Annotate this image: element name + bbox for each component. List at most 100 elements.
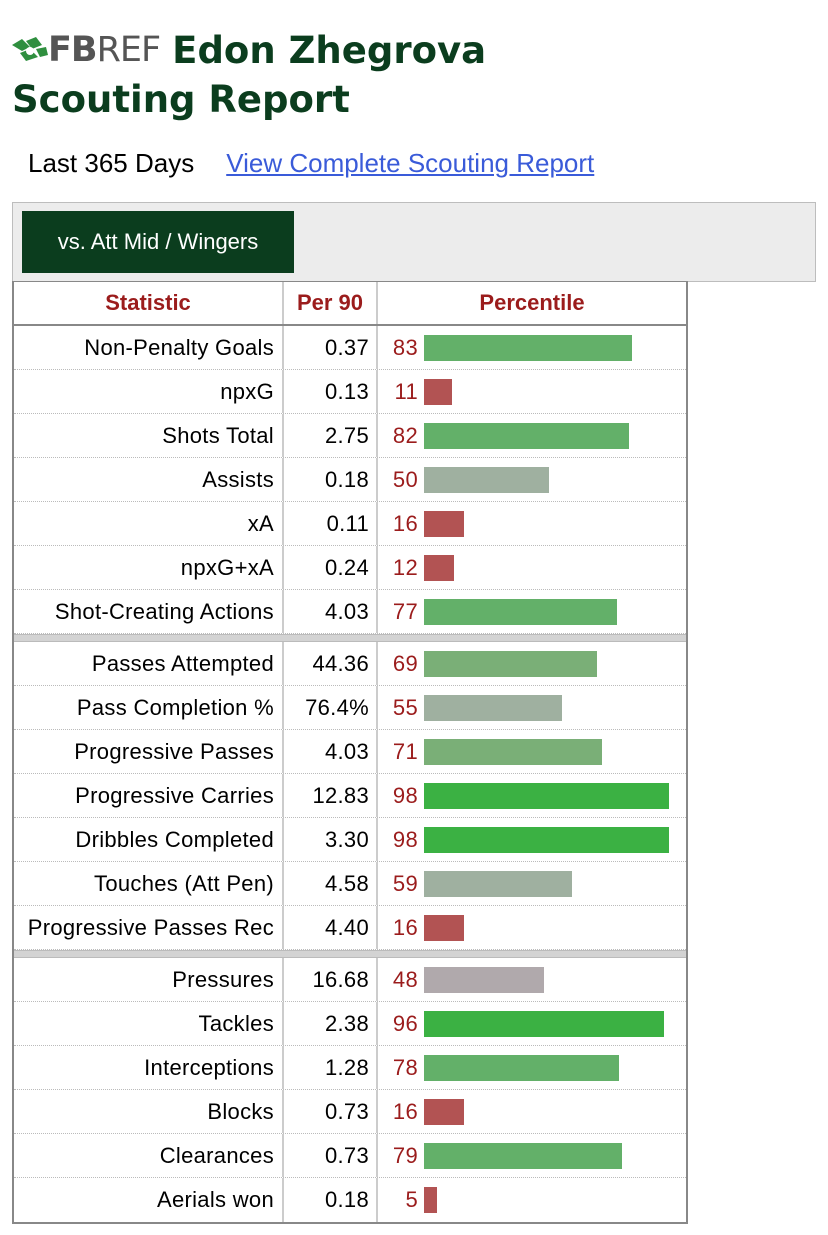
table-row: Dribbles Completed 3.30 98 <box>14 818 686 862</box>
percentile-bar-track <box>424 870 674 897</box>
percentile-bar-track <box>424 966 674 993</box>
table-row: Blocks 0.73 16 <box>14 1090 686 1134</box>
percentile-bar-track <box>424 1187 674 1213</box>
percentile-cell: 12 <box>378 546 686 589</box>
table-row: npxG+xA 0.24 12 <box>14 546 686 590</box>
table-row: Aerials won 0.18 5 <box>14 1178 686 1222</box>
percentile-value: 69 <box>392 650 418 676</box>
percentile-bar-track <box>424 1054 674 1081</box>
percentile-bar <box>424 598 617 625</box>
stat-name: Dribbles Completed <box>14 818 284 861</box>
table-row: Non-Penalty Goals 0.37 83 <box>14 326 686 370</box>
percentile-value: 98 <box>392 826 418 852</box>
stat-name: Assists <box>14 458 284 501</box>
stat-name: Blocks <box>14 1090 284 1133</box>
table-row: Progressive Carries 12.83 98 <box>14 774 686 818</box>
table-header: Statistic Per 90 Percentile <box>14 282 686 326</box>
percentile-value: 16 <box>392 510 418 536</box>
per90-value: 4.03 <box>284 590 378 633</box>
percentile-value: 78 <box>392 1054 418 1080</box>
percentile-cell: 98 <box>378 818 686 861</box>
percentile-bar-track <box>424 782 674 809</box>
logo-text-light: REF <box>96 30 162 70</box>
per90-value: 4.58 <box>284 862 378 905</box>
percentile-bar <box>424 966 544 993</box>
group-separator <box>14 634 686 642</box>
percentile-bar <box>424 914 464 941</box>
table-row: Interceptions 1.28 78 <box>14 1046 686 1090</box>
percentile-bar-track <box>424 1142 674 1169</box>
percentile-bar <box>424 466 549 493</box>
tab-att-mid-wingers[interactable]: vs. Att Mid / Wingers <box>22 211 294 273</box>
percentile-bar <box>424 1010 664 1037</box>
percentile-value: 77 <box>392 598 418 624</box>
per90-value: 0.73 <box>284 1090 378 1133</box>
percentile-value: 82 <box>392 422 418 448</box>
table-row: Progressive Passes Rec 4.40 16 <box>14 906 686 950</box>
percentile-bar-track <box>424 422 674 449</box>
percentile-cell: 59 <box>378 862 686 905</box>
table-row: Shots Total 2.75 82 <box>14 414 686 458</box>
stat-name: Progressive Carries <box>14 774 284 817</box>
per90-value: 4.40 <box>284 906 378 949</box>
percentile-cell: 16 <box>378 906 686 949</box>
stat-name: Aerials won <box>14 1178 284 1222</box>
percentile-cell: 50 <box>378 458 686 501</box>
percentile-cell: 48 <box>378 958 686 1001</box>
stat-name: Shot-Creating Actions <box>14 590 284 633</box>
percentile-bar <box>424 1054 619 1081</box>
stat-name: Progressive Passes Rec <box>14 906 284 949</box>
group-separator <box>14 950 686 958</box>
per90-value: 0.18 <box>284 458 378 501</box>
stat-name: Passes Attempted <box>14 642 284 685</box>
percentile-cell: 55 <box>378 686 686 729</box>
table-row: Touches (Att Pen) 4.58 59 <box>14 862 686 906</box>
percentile-bar-track <box>424 650 674 677</box>
column-header-per90[interactable]: Per 90 <box>284 282 378 324</box>
percentile-bar-track <box>424 334 674 361</box>
percentile-cell: 96 <box>378 1002 686 1045</box>
per90-value: 0.73 <box>284 1134 378 1177</box>
complete-report-link[interactable]: View Complete Scouting Report <box>226 148 595 178</box>
table-row: Shot-Creating Actions 4.03 77 <box>14 590 686 634</box>
fbref-logo[interactable]: FBREF <box>12 30 162 70</box>
percentile-bar <box>424 554 454 581</box>
per90-value: 4.03 <box>284 730 378 773</box>
page-header: FBREF Edon Zhegrova Scouting Report <box>12 26 812 121</box>
stat-name: npxG+xA <box>14 546 284 589</box>
percentile-bar <box>424 870 572 897</box>
percentile-bar <box>424 510 464 537</box>
percentile-cell: 98 <box>378 774 686 817</box>
percentile-bar <box>424 650 597 677</box>
percentile-value: 96 <box>392 1010 418 1036</box>
percentile-bar <box>424 1187 437 1213</box>
percentile-bar <box>424 738 602 765</box>
scouting-table: Statistic Per 90 Percentile Non-Penalty … <box>12 281 688 1224</box>
percentile-bar <box>424 422 629 449</box>
percentile-bar <box>424 694 562 721</box>
percentile-cell: 71 <box>378 730 686 773</box>
stat-name: Pressures <box>14 958 284 1001</box>
percentile-bar <box>424 1142 622 1169</box>
per90-value: 0.11 <box>284 502 378 545</box>
column-header-statistic[interactable]: Statistic <box>14 282 284 324</box>
percentile-value: 48 <box>392 966 418 992</box>
percentile-cell: 83 <box>378 326 686 369</box>
per90-value: 16.68 <box>284 958 378 1001</box>
stat-name: Interceptions <box>14 1046 284 1089</box>
per90-value: 76.4% <box>284 686 378 729</box>
percentile-bar <box>424 826 669 853</box>
table-row: Clearances 0.73 79 <box>14 1134 686 1178</box>
percentile-bar <box>424 782 669 809</box>
stat-name: Clearances <box>14 1134 284 1177</box>
percentile-value: 98 <box>392 782 418 808</box>
stat-name: Non-Penalty Goals <box>14 326 284 369</box>
per90-value: 0.37 <box>284 326 378 369</box>
stat-name: Touches (Att Pen) <box>14 862 284 905</box>
table-row: npxG 0.13 11 <box>14 370 686 414</box>
report-subheader: Last 365 Days View Complete Scouting Rep… <box>28 148 594 179</box>
stat-name: npxG <box>14 370 284 413</box>
column-header-percentile[interactable]: Percentile <box>479 290 585 315</box>
table-body: Non-Penalty Goals 0.37 83 npxG 0.13 11 Shots T… <box>14 326 686 1222</box>
percentile-bar-track <box>424 1010 674 1037</box>
